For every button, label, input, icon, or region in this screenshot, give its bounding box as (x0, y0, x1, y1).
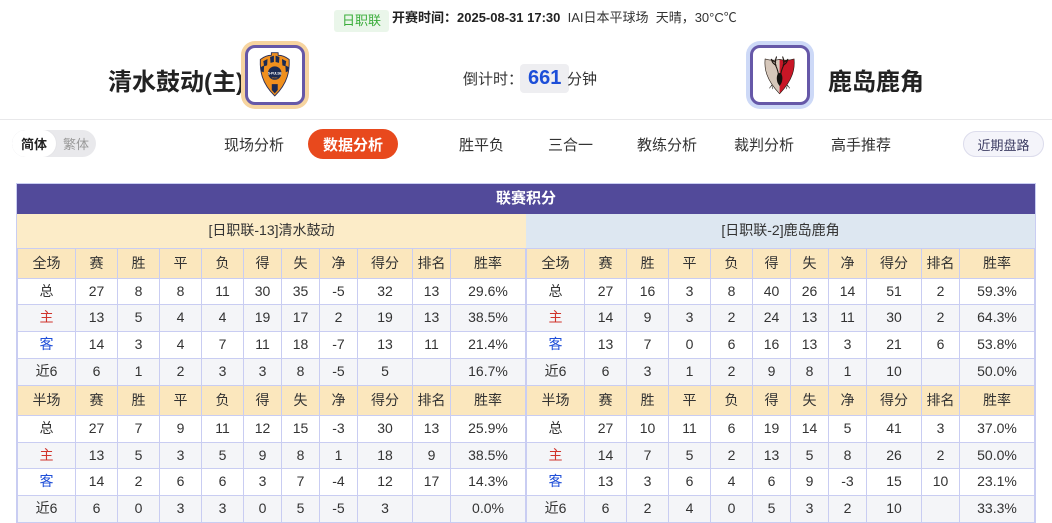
svg-text:S-PULSE: S-PULSE (268, 72, 283, 76)
